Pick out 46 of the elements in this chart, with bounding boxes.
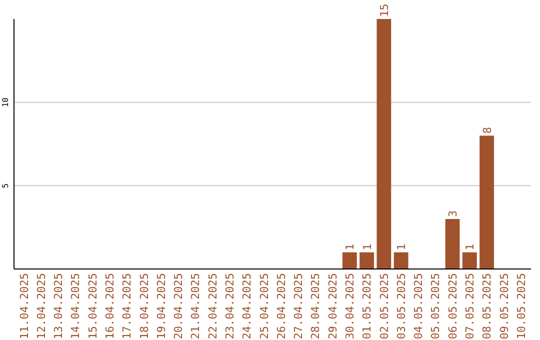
bar [394, 252, 408, 269]
x-tick-label: 26.04.2025 [274, 273, 288, 340]
data-label: 1 [344, 244, 357, 250]
bar [445, 219, 460, 269]
x-tick-label: 15.04.2025 [86, 273, 100, 340]
x-tick-label: 08.05.2025 [480, 273, 494, 340]
x-tick-label: 25.04.2025 [258, 273, 271, 340]
x-tick-label: 24.04.2025 [240, 273, 254, 340]
x-tick-label: 30.04.2025 [343, 273, 356, 340]
x-tick-label: 03.05.2025 [394, 273, 408, 340]
bar [360, 252, 374, 269]
y-tick-label: 10 [1, 97, 10, 108]
x-tick-label: 04.05.2025 [412, 273, 426, 340]
bar [342, 252, 357, 269]
x-tick-label: 01.05.2025 [360, 273, 374, 340]
x-tick-label: 29.04.2025 [326, 273, 340, 340]
x-tick-label: 02.05.2025 [378, 273, 391, 340]
x-tick-label: 11.04.2025 [18, 273, 31, 340]
x-tick-label: 17.04.2025 [120, 273, 134, 340]
data-label: 8 [480, 127, 494, 134]
x-tick-label: 12.04.2025 [34, 273, 48, 340]
x-tick-label: 13.04.2025 [52, 273, 66, 340]
x-tick-label: 05.05.2025 [429, 273, 442, 340]
x-tick-label: 19.04.2025 [154, 273, 168, 340]
x-tick-label: 16.04.2025 [104, 273, 116, 340]
x-tick-label: 22.04.2025 [206, 273, 220, 340]
data-label: 15 [378, 4, 391, 17]
data-label: 1 [464, 244, 477, 250]
y-tick-label: 5 [1, 183, 10, 188]
x-tick-label: 23.04.2025 [223, 273, 236, 340]
x-tick-label: 10.05.2025 [514, 273, 528, 340]
data-label: 1 [395, 244, 408, 250]
bar [480, 136, 494, 269]
x-tick-label: 21.04.2025 [189, 273, 202, 340]
x-tick-label: 28.04.2025 [309, 273, 322, 340]
x-tick-label: 18.04.2025 [138, 273, 151, 340]
x-tick-label: 14.04.2025 [69, 273, 82, 340]
data-label: 1 [360, 244, 374, 250]
x-tick-label: 07.05.2025 [463, 273, 476, 340]
x-tick-label: 20.04.2025 [172, 273, 186, 340]
x-tick-label: 27.04.2025 [292, 273, 306, 340]
x-tick-label: 09.05.2025 [498, 273, 511, 340]
x-tick-label: 06.05.2025 [446, 273, 460, 340]
bar [376, 19, 392, 269]
bar [462, 252, 477, 269]
data-label: 3 [446, 210, 460, 217]
